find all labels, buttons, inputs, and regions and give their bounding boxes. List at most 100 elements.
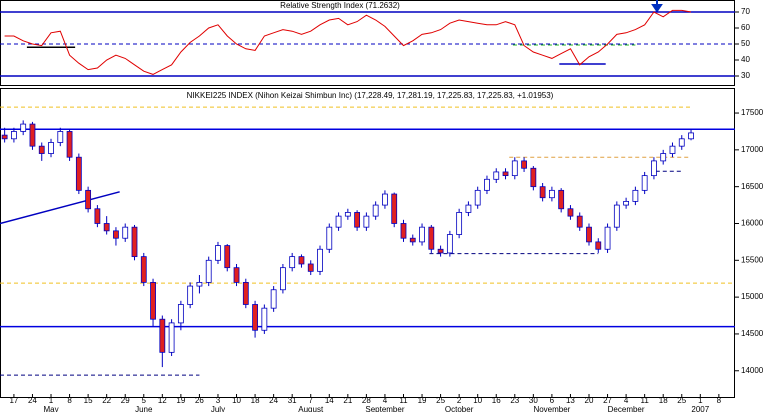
price-panel xyxy=(0,88,735,398)
candle-body xyxy=(558,189,565,210)
candle-body xyxy=(20,123,27,132)
x-tick-label: 24 xyxy=(28,396,37,405)
x-tick-label: 12 xyxy=(158,396,167,405)
x-tick-label: 3 xyxy=(216,396,221,405)
month-label: June xyxy=(135,405,153,412)
candle-body xyxy=(242,281,249,305)
candle-body xyxy=(623,200,630,206)
x-tick-label: 19 xyxy=(176,396,185,405)
y-tick-label: 15500 xyxy=(741,255,764,264)
candle-body xyxy=(131,226,138,258)
candle-body xyxy=(344,212,351,217)
candle-body xyxy=(38,145,45,154)
month-label: October xyxy=(445,405,474,412)
candle-body xyxy=(48,142,54,154)
candle-body xyxy=(140,256,147,283)
candle-body xyxy=(233,267,240,283)
x-tick-label: 1 xyxy=(698,396,703,405)
candle-body xyxy=(317,248,323,272)
x-tick-label: 19 xyxy=(418,396,427,405)
candle-body xyxy=(511,160,518,177)
x-tick-label: 13 xyxy=(566,396,575,405)
candle-body xyxy=(391,193,398,224)
candle-body xyxy=(66,131,73,158)
candle-body xyxy=(205,259,212,283)
rsi-title: Relative Strength Index (71.2632) xyxy=(280,1,400,10)
rsi-line xyxy=(4,9,692,75)
y-tick-label: 16500 xyxy=(741,182,764,191)
candle-body xyxy=(446,234,453,254)
x-tick-label: 8 xyxy=(67,396,72,405)
candle-body xyxy=(29,123,36,147)
y-tick-label: 14000 xyxy=(741,366,764,375)
month-label: September xyxy=(365,405,404,412)
candle-body xyxy=(122,226,129,239)
candle-body xyxy=(261,307,268,331)
candle-body xyxy=(289,256,296,269)
y-tick-label: 14500 xyxy=(741,329,764,338)
month-label: 2007 xyxy=(691,405,709,412)
x-tick-label: 11 xyxy=(399,396,408,405)
x-tick-label: 30 xyxy=(529,396,538,405)
candle-body xyxy=(372,204,379,217)
candle-body xyxy=(57,131,64,143)
candle-body xyxy=(428,226,435,250)
candle-body xyxy=(326,226,333,250)
candle-body xyxy=(669,145,676,154)
candle-body xyxy=(456,212,463,235)
candle-body xyxy=(159,318,166,353)
candle-body xyxy=(270,289,277,309)
candle-body xyxy=(586,226,592,243)
month-label: November xyxy=(533,405,570,412)
y-tick-label: 15000 xyxy=(741,292,764,301)
x-tick-label: 5 xyxy=(142,396,147,405)
month-label: December xyxy=(608,405,645,412)
candle-body xyxy=(307,263,314,272)
x-tick-label: 25 xyxy=(436,396,445,405)
candle-body xyxy=(502,171,509,177)
candle-body xyxy=(678,138,685,147)
candle-body xyxy=(215,245,221,261)
candle-body xyxy=(595,241,602,250)
x-tick-label: 25 xyxy=(677,396,686,405)
candle-body xyxy=(632,189,639,202)
y-tick-label: 70 xyxy=(741,7,750,16)
candle-body xyxy=(11,131,17,140)
candle-body xyxy=(335,215,342,228)
x-tick-label: 22 xyxy=(102,396,111,405)
y-tick-label: 16000 xyxy=(741,219,764,228)
x-tick-label: 26 xyxy=(195,396,204,405)
candle-body xyxy=(280,267,286,291)
candle-body xyxy=(474,189,481,206)
x-tick-label: 14 xyxy=(325,396,334,405)
x-tick-label: 8 xyxy=(717,396,722,405)
candle-body xyxy=(576,215,583,228)
x-tick-label: 11 xyxy=(640,396,649,405)
y-tick-label: 40 xyxy=(741,55,750,64)
candle-body xyxy=(567,208,574,217)
candle-body xyxy=(94,208,101,224)
candle-body xyxy=(613,204,620,228)
candle-body xyxy=(224,245,231,269)
x-tick-label: 10 xyxy=(232,396,241,405)
candle-body xyxy=(521,160,527,169)
x-tick-label: 27 xyxy=(603,396,612,405)
x-tick-label: 28 xyxy=(362,396,371,405)
candle-body xyxy=(168,322,175,353)
candle-body xyxy=(150,281,156,320)
rsi-panel xyxy=(0,0,735,86)
x-tick-label: 16 xyxy=(492,396,501,405)
arrow xyxy=(651,0,663,13)
x-tick-label: 7 xyxy=(309,396,314,405)
x-tick-label: 20 xyxy=(585,396,594,405)
x-tick-label: 31 xyxy=(288,396,297,405)
candle-body xyxy=(187,285,194,305)
candle-body xyxy=(437,248,444,254)
candle-body xyxy=(85,189,92,210)
x-tick-label: 6 xyxy=(550,396,555,405)
candle-body xyxy=(354,212,361,228)
x-tick-label: 4 xyxy=(624,396,629,405)
candle-body xyxy=(196,281,203,287)
x-tick-label: 23 xyxy=(510,396,519,405)
y-tick-label: 17500 xyxy=(741,108,764,117)
